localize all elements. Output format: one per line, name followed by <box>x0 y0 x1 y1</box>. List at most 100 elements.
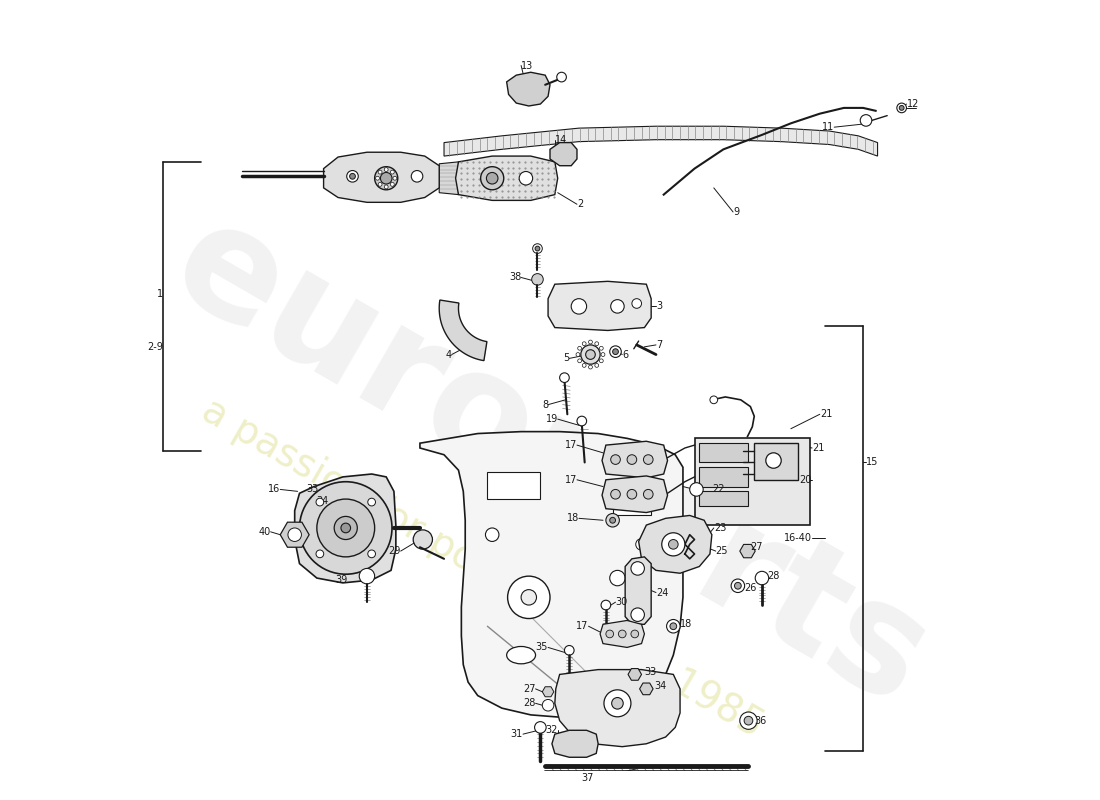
Text: 34: 34 <box>316 496 329 506</box>
Circle shape <box>600 346 603 350</box>
Circle shape <box>390 170 394 174</box>
Polygon shape <box>439 162 459 194</box>
Circle shape <box>486 173 498 184</box>
Polygon shape <box>625 557 651 624</box>
Text: 26: 26 <box>745 582 757 593</box>
Circle shape <box>644 454 653 464</box>
Text: 19: 19 <box>546 414 558 424</box>
Circle shape <box>588 365 593 369</box>
Circle shape <box>578 359 582 362</box>
Text: 20: 20 <box>800 474 812 485</box>
Text: 39: 39 <box>336 575 348 585</box>
Polygon shape <box>548 282 651 330</box>
Circle shape <box>631 562 645 575</box>
Circle shape <box>481 166 504 190</box>
Circle shape <box>595 342 598 346</box>
Text: 28: 28 <box>524 698 536 708</box>
Text: a passion for porsche since 1985: a passion for porsche since 1985 <box>195 391 770 746</box>
Circle shape <box>618 630 626 638</box>
Circle shape <box>384 168 388 171</box>
Circle shape <box>367 550 375 558</box>
Circle shape <box>519 171 532 185</box>
Circle shape <box>766 453 781 468</box>
Text: 34: 34 <box>654 681 667 691</box>
Text: 7: 7 <box>656 340 662 350</box>
Circle shape <box>899 106 904 110</box>
Circle shape <box>360 569 375 584</box>
Circle shape <box>341 523 351 533</box>
Circle shape <box>667 619 680 633</box>
Text: 27: 27 <box>750 542 763 552</box>
Polygon shape <box>420 432 683 718</box>
Circle shape <box>288 528 301 542</box>
Text: 31: 31 <box>510 729 522 739</box>
Text: 4: 4 <box>446 350 452 359</box>
Circle shape <box>896 103 906 113</box>
Circle shape <box>588 340 593 344</box>
Circle shape <box>316 550 323 558</box>
Circle shape <box>560 373 570 382</box>
Circle shape <box>317 499 375 557</box>
Polygon shape <box>602 476 668 513</box>
Circle shape <box>744 716 752 725</box>
Circle shape <box>411 170 422 182</box>
Circle shape <box>631 298 641 308</box>
Circle shape <box>670 623 676 630</box>
Circle shape <box>381 173 392 184</box>
Polygon shape <box>601 621 645 647</box>
Circle shape <box>601 600 610 610</box>
Circle shape <box>316 498 323 506</box>
Text: 5: 5 <box>563 354 570 363</box>
Polygon shape <box>444 126 878 156</box>
Circle shape <box>631 630 639 638</box>
Text: 21: 21 <box>820 410 832 419</box>
Text: 33: 33 <box>645 667 657 678</box>
Circle shape <box>662 533 685 556</box>
Polygon shape <box>323 152 439 202</box>
Circle shape <box>609 346 622 358</box>
Text: 6: 6 <box>623 350 628 359</box>
Text: europarts: europarts <box>147 187 953 738</box>
Circle shape <box>609 518 616 523</box>
Text: 17: 17 <box>576 622 588 631</box>
Circle shape <box>576 353 580 357</box>
Circle shape <box>627 490 637 499</box>
Text: 11: 11 <box>822 122 834 132</box>
Text: 38: 38 <box>509 273 521 282</box>
Circle shape <box>644 490 653 499</box>
Text: 16-40: 16-40 <box>784 533 812 542</box>
Circle shape <box>379 170 393 183</box>
Circle shape <box>367 498 375 506</box>
Bar <box>613 491 651 515</box>
Text: 18: 18 <box>566 514 579 523</box>
Circle shape <box>582 363 586 367</box>
Text: 13: 13 <box>521 61 534 70</box>
Text: 1: 1 <box>156 289 163 299</box>
Circle shape <box>535 246 540 251</box>
Polygon shape <box>602 442 668 478</box>
Polygon shape <box>439 300 487 361</box>
Text: 25: 25 <box>716 546 728 556</box>
Circle shape <box>571 298 586 314</box>
Circle shape <box>521 590 537 605</box>
Bar <box>700 443 748 462</box>
Ellipse shape <box>507 646 536 664</box>
Polygon shape <box>552 730 598 758</box>
Bar <box>700 467 748 486</box>
Text: 17: 17 <box>564 440 578 450</box>
Text: 2-9: 2-9 <box>146 342 163 352</box>
Circle shape <box>334 517 358 539</box>
Bar <box>694 438 810 525</box>
Polygon shape <box>295 474 396 583</box>
Circle shape <box>756 571 769 585</box>
Text: 22: 22 <box>712 485 725 494</box>
Circle shape <box>578 416 586 426</box>
Circle shape <box>390 182 394 186</box>
Text: 28: 28 <box>767 571 779 581</box>
Text: 12: 12 <box>906 99 918 109</box>
Polygon shape <box>550 142 578 166</box>
Circle shape <box>485 528 499 542</box>
Text: 3: 3 <box>656 302 662 311</box>
Circle shape <box>613 349 618 354</box>
Polygon shape <box>507 72 550 106</box>
